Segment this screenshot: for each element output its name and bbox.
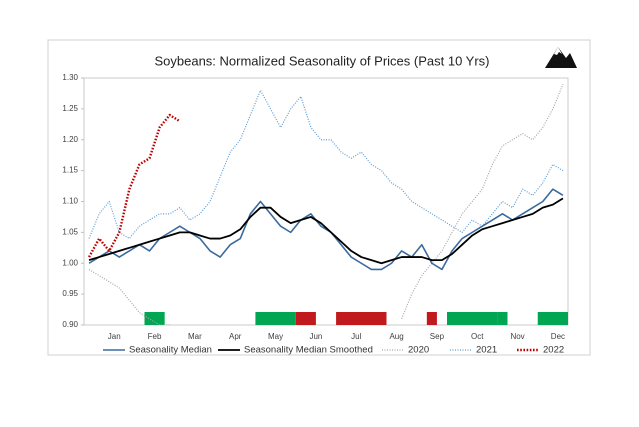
signal-band [447, 312, 498, 325]
signal-band [255, 312, 296, 325]
signal-band [295, 312, 316, 325]
signal-band [336, 312, 387, 325]
legend-label: 2020 [408, 345, 429, 356]
y-tick-label: 1.25 [62, 104, 78, 113]
y-tick-label: 1.20 [62, 135, 78, 144]
x-tick-label: Aug [389, 332, 403, 341]
x-tick-label: Jul [351, 332, 361, 341]
series-line [87, 113, 181, 258]
y-tick-label: 0.90 [62, 320, 78, 329]
x-tick-label: Jan [108, 332, 121, 341]
logo [545, 47, 577, 68]
signal-band [144, 312, 165, 325]
series-line [88, 89, 564, 240]
y-tick-label: 1.15 [62, 166, 78, 175]
y-tick-label: 1.10 [62, 197, 78, 206]
signal-band [497, 312, 508, 325]
legend: Seasonality Median Seasonality Median Smo… [103, 345, 564, 356]
x-tick-label: Mar [188, 332, 202, 341]
series-lines [87, 83, 564, 325]
chart-title: Soybeans: Normalized Seasonality of Pric… [154, 53, 489, 68]
legend-label: Seasonality Median [129, 345, 212, 356]
x-tick-label: Apr [229, 332, 242, 341]
x-tick-label: Oct [471, 332, 484, 341]
x-tick-label: Sep [430, 332, 445, 341]
legend-label: Seasonality Median Smoothed [244, 345, 373, 356]
x-tick-label: May [268, 332, 283, 341]
series-line [88, 188, 564, 271]
y-tick-label: 0.95 [62, 289, 78, 298]
chart-frame [47, 39, 591, 356]
signal-band [537, 312, 568, 325]
axes: 0.90 0.95 1.00 1.05 1.10 1.15 1.20 1.25 1.30 Jan F… [62, 73, 565, 341]
series-line [88, 197, 564, 265]
x-tick-label: Dec [551, 332, 565, 341]
series-line [88, 83, 564, 325]
x-tick-label: Feb [148, 332, 162, 341]
y-tick-label: 1.05 [62, 227, 78, 236]
signal-bands [144, 312, 568, 325]
legend-label: 2021 [476, 345, 497, 356]
y-tick-label: 1.30 [62, 73, 78, 82]
legend-label: 2022 [543, 345, 564, 356]
x-tick-label: Jun [309, 332, 322, 341]
x-tick-label: Nov [510, 332, 524, 341]
y-tick-label: 1.00 [62, 258, 78, 267]
signal-band [426, 312, 437, 325]
